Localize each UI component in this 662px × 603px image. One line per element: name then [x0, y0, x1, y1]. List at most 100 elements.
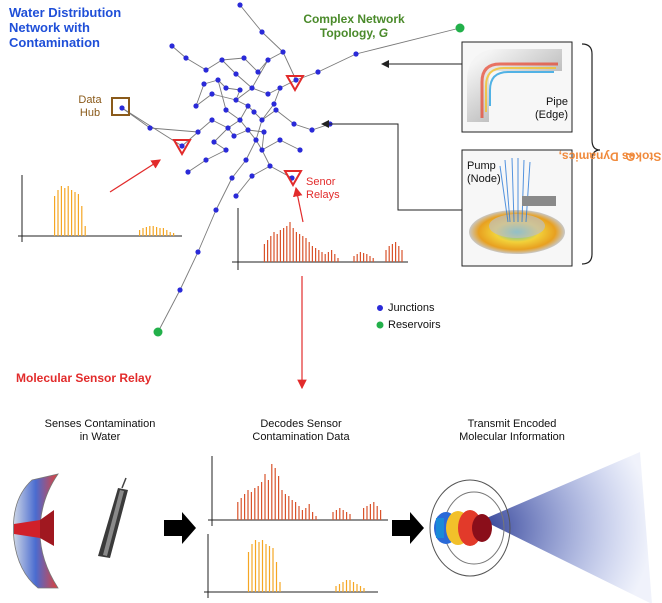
title-line-2: Network with	[9, 20, 90, 35]
sensor-relay-markers	[172, 75, 305, 188]
junction-node	[309, 127, 315, 133]
pipe-edge	[261, 109, 277, 121]
junction-node	[241, 55, 247, 61]
junction-node	[119, 105, 125, 111]
junction-node	[259, 147, 265, 153]
molecular-transmitter	[429, 452, 652, 603]
network-edges	[121, 4, 461, 333]
spectrum-chart-decoded-orange	[204, 534, 378, 598]
pipe-edge	[217, 79, 227, 111]
junction-node	[261, 129, 267, 135]
pipe-edge	[255, 119, 263, 141]
pipe-edge	[239, 105, 249, 121]
pipe-edge	[245, 139, 257, 161]
junction-node	[223, 85, 229, 91]
junction-node	[237, 117, 243, 123]
junction-node	[219, 57, 225, 63]
pipe-edge	[261, 131, 265, 151]
pipe-edge	[243, 57, 259, 73]
pipe-edge	[295, 71, 319, 81]
pipe-edge	[205, 59, 223, 71]
pipe-edge	[273, 87, 281, 105]
pipe-edge	[355, 27, 461, 55]
section-title: Molecular Sensor Relay	[16, 371, 152, 385]
curly-brace	[581, 43, 601, 265]
junction-legend-marker	[377, 305, 383, 311]
junction-node	[237, 2, 243, 8]
pipe-edge	[293, 123, 313, 131]
sensor-relay-triangle	[285, 75, 305, 93]
junction-node	[185, 169, 191, 175]
pipe-edge	[179, 251, 199, 291]
spectrum-chart-left	[18, 175, 182, 242]
pipe-edge	[171, 45, 187, 59]
junction-node	[315, 69, 321, 75]
junction-node	[265, 91, 271, 97]
topology-label: Complex Network Topology, G	[303, 12, 405, 40]
junction-node	[209, 91, 215, 97]
pump-label: Pump (Node)	[467, 160, 501, 185]
pipe-edge	[261, 31, 284, 53]
reservoir-legend-marker	[376, 321, 384, 329]
junction-node	[233, 97, 239, 103]
junction-node	[267, 163, 273, 169]
sensor-arrow	[109, 159, 162, 193]
pipe-edge	[149, 127, 199, 133]
junction-node	[201, 81, 207, 87]
data-hub-marker	[111, 97, 130, 116]
process-arrow	[392, 512, 424, 544]
pipe-label: Pipe (Edge)	[534, 96, 568, 121]
pipe-edge	[211, 119, 229, 129]
pipe-edge	[279, 79, 297, 89]
pipe-edge	[195, 93, 213, 107]
reservoir-node	[153, 327, 163, 337]
junction-node	[215, 77, 221, 83]
junction-node	[277, 85, 283, 91]
sensor-relay-triangle	[283, 170, 303, 188]
legend-reservoirs: Reservoirs	[388, 319, 441, 331]
pipe-edge	[221, 57, 245, 61]
pipe-edge	[261, 103, 275, 121]
pipe-edge	[257, 59, 269, 73]
junction-node	[297, 147, 303, 153]
junction-node	[223, 147, 229, 153]
junction-node	[225, 125, 231, 131]
network-title: Water Distribution Network with Contamin…	[9, 5, 121, 50]
pipe-inset	[461, 41, 573, 133]
junction-node	[249, 85, 255, 91]
junction-node	[193, 103, 199, 109]
title-line-1: Water Distribution	[9, 5, 122, 20]
pipe-edge	[225, 109, 241, 121]
junction-node	[243, 157, 249, 163]
pipe-edge	[251, 59, 269, 89]
pipe-edge	[197, 209, 217, 253]
process-arrow	[164, 512, 196, 544]
junction-node	[245, 127, 251, 133]
junction-node	[177, 287, 183, 293]
junction-node	[291, 121, 297, 127]
junction-node	[280, 49, 286, 55]
pipe-edge	[197, 119, 213, 133]
topology-symbol: G	[378, 26, 389, 40]
junction-node	[265, 57, 271, 63]
junction-node	[237, 87, 243, 93]
junction-node	[255, 69, 261, 75]
data-hub-label: Data Hub	[78, 94, 102, 119]
junction-node	[353, 51, 359, 57]
junction-node	[277, 137, 283, 143]
pipe-edge	[205, 149, 227, 161]
step-senses: Senses Contamination in Water	[44, 418, 156, 443]
pump-inset	[461, 149, 573, 267]
junction-node	[211, 139, 217, 145]
junction-node	[253, 137, 259, 143]
pipe-edge	[157, 289, 181, 333]
pipe-edge	[251, 165, 271, 177]
junction-node	[203, 157, 209, 163]
junction-node	[249, 173, 255, 179]
pipe-edge	[185, 57, 207, 71]
pipe-edge	[317, 53, 357, 73]
navier-stokes-label: Navier Stokes Dynamics, D	[558, 149, 662, 164]
pipe-edge	[195, 83, 205, 107]
pipe-edge	[231, 159, 247, 179]
step-transmit: Transmit Encoded Molecular Information	[459, 418, 565, 443]
